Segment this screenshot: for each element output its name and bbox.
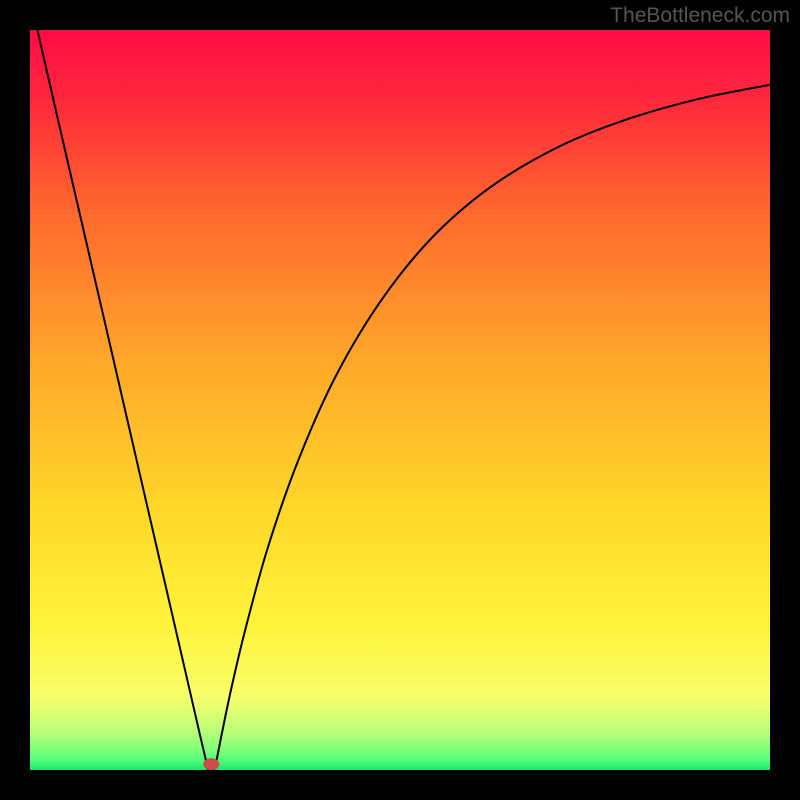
watermark-text: TheBottleneck.com	[610, 4, 790, 28]
minimum-marker	[203, 758, 219, 770]
plot-background	[30, 30, 770, 770]
chart-svg	[0, 0, 800, 800]
bottleneck-chart: TheBottleneck.com	[0, 0, 800, 800]
